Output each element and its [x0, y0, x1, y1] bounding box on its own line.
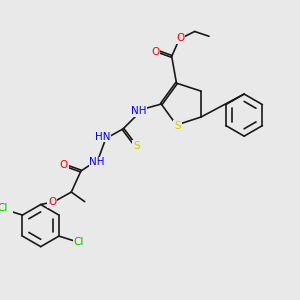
Text: HN: HN [95, 132, 111, 142]
Text: Cl: Cl [0, 203, 8, 213]
Text: S: S [133, 141, 140, 151]
Text: O: O [59, 160, 68, 170]
Text: O: O [151, 46, 160, 57]
Text: Cl: Cl [74, 237, 84, 247]
Text: O: O [48, 197, 56, 207]
Text: S: S [174, 121, 181, 131]
Text: NH: NH [89, 158, 105, 167]
Text: NH: NH [130, 106, 146, 116]
Text: O: O [176, 33, 184, 43]
